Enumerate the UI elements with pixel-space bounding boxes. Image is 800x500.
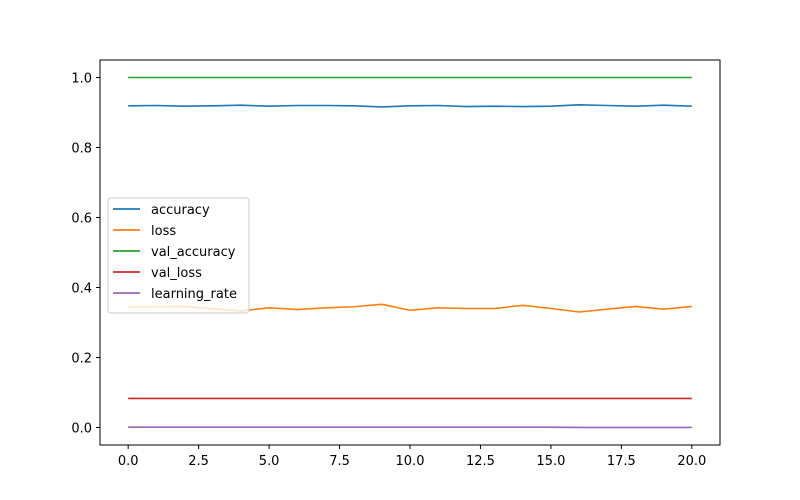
legend-label-accuracy: accuracy <box>151 203 210 218</box>
legend-label-val-accuracy: val_accuracy <box>151 245 236 260</box>
series-line-accuracy <box>128 104 692 108</box>
x-tick-label: 20.0 <box>677 454 706 469</box>
y-axis: 0.0 0.2 0.4 0.6 0.8 1.0 <box>71 72 100 437</box>
legend-box <box>107 197 250 314</box>
y-tick-label: 0.0 <box>71 422 92 437</box>
x-tick-label: 17.5 <box>607 454 636 469</box>
x-tick-label: 0.0 <box>118 454 139 469</box>
x-axis: 0.0 2.5 5.0 7.5 10.0 12.5 15.0 17.5 20.0 <box>118 445 706 469</box>
x-tick-label: 15.0 <box>536 454 565 469</box>
x-tick-label: 12.5 <box>466 454 495 469</box>
y-tick-label: 0.8 <box>71 142 92 157</box>
legend-label-loss: loss <box>151 224 176 239</box>
y-tick-label: 0.6 <box>71 212 92 227</box>
x-tick-label: 2.5 <box>188 454 209 469</box>
legend: accuracy loss val_accuracy val_loss learning… <box>107 197 250 314</box>
legend-label-val-loss: val_loss <box>151 266 202 281</box>
x-tick-label: 10.0 <box>396 454 425 469</box>
x-tick-label: 7.5 <box>329 454 350 469</box>
y-tick-label: 0.2 <box>71 352 92 367</box>
y-tick-label: 0.4 <box>71 282 92 297</box>
y-tick-label: 1.0 <box>71 72 92 87</box>
x-tick-label: 5.0 <box>259 454 280 469</box>
legend-label-learning-rate: learning_rate <box>151 287 237 302</box>
